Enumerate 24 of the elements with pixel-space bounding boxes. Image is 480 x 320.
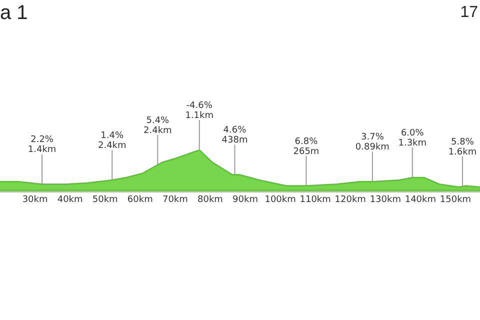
x-tick-label: 110km <box>300 194 331 205</box>
text: 17 <box>460 4 478 22</box>
x-tick-label: 70km <box>162 194 188 205</box>
x-tick-label: 150km <box>440 194 472 205</box>
x-tick-label: 50km <box>92 194 118 205</box>
x-tick-label: 60km <box>127 194 153 205</box>
chart-title: a 1 <box>0 2 28 25</box>
x-tick-label: 80km <box>198 194 223 205</box>
x-tick-label: 130km <box>370 194 401 205</box>
annotation: 5.4% 2.4km <box>144 116 172 136</box>
x-tick-label: 40km <box>57 194 83 205</box>
annotation: 1.4% 2.4km <box>98 131 126 152</box>
x-tick-label: 90km <box>232 194 258 205</box>
annotation: 5.8% 1.6km <box>448 137 477 158</box>
annotation: 6.0% 1.3km <box>398 128 427 149</box>
x-tick-label: 100km <box>264 194 296 205</box>
x-tick-label: 120km <box>334 194 366 205</box>
annotation: -4.6% 1.1km <box>185 101 214 121</box>
annotation: 2.2% 1.4km <box>28 135 56 156</box>
annotation: 6.8% 265m <box>293 136 320 157</box>
annotation: 4.6% 438m <box>222 126 248 146</box>
annotation: 3.7% 0.89km <box>355 132 390 153</box>
x-tick-label: 140km <box>404 194 436 205</box>
x-tick-label: 30km <box>22 194 48 205</box>
